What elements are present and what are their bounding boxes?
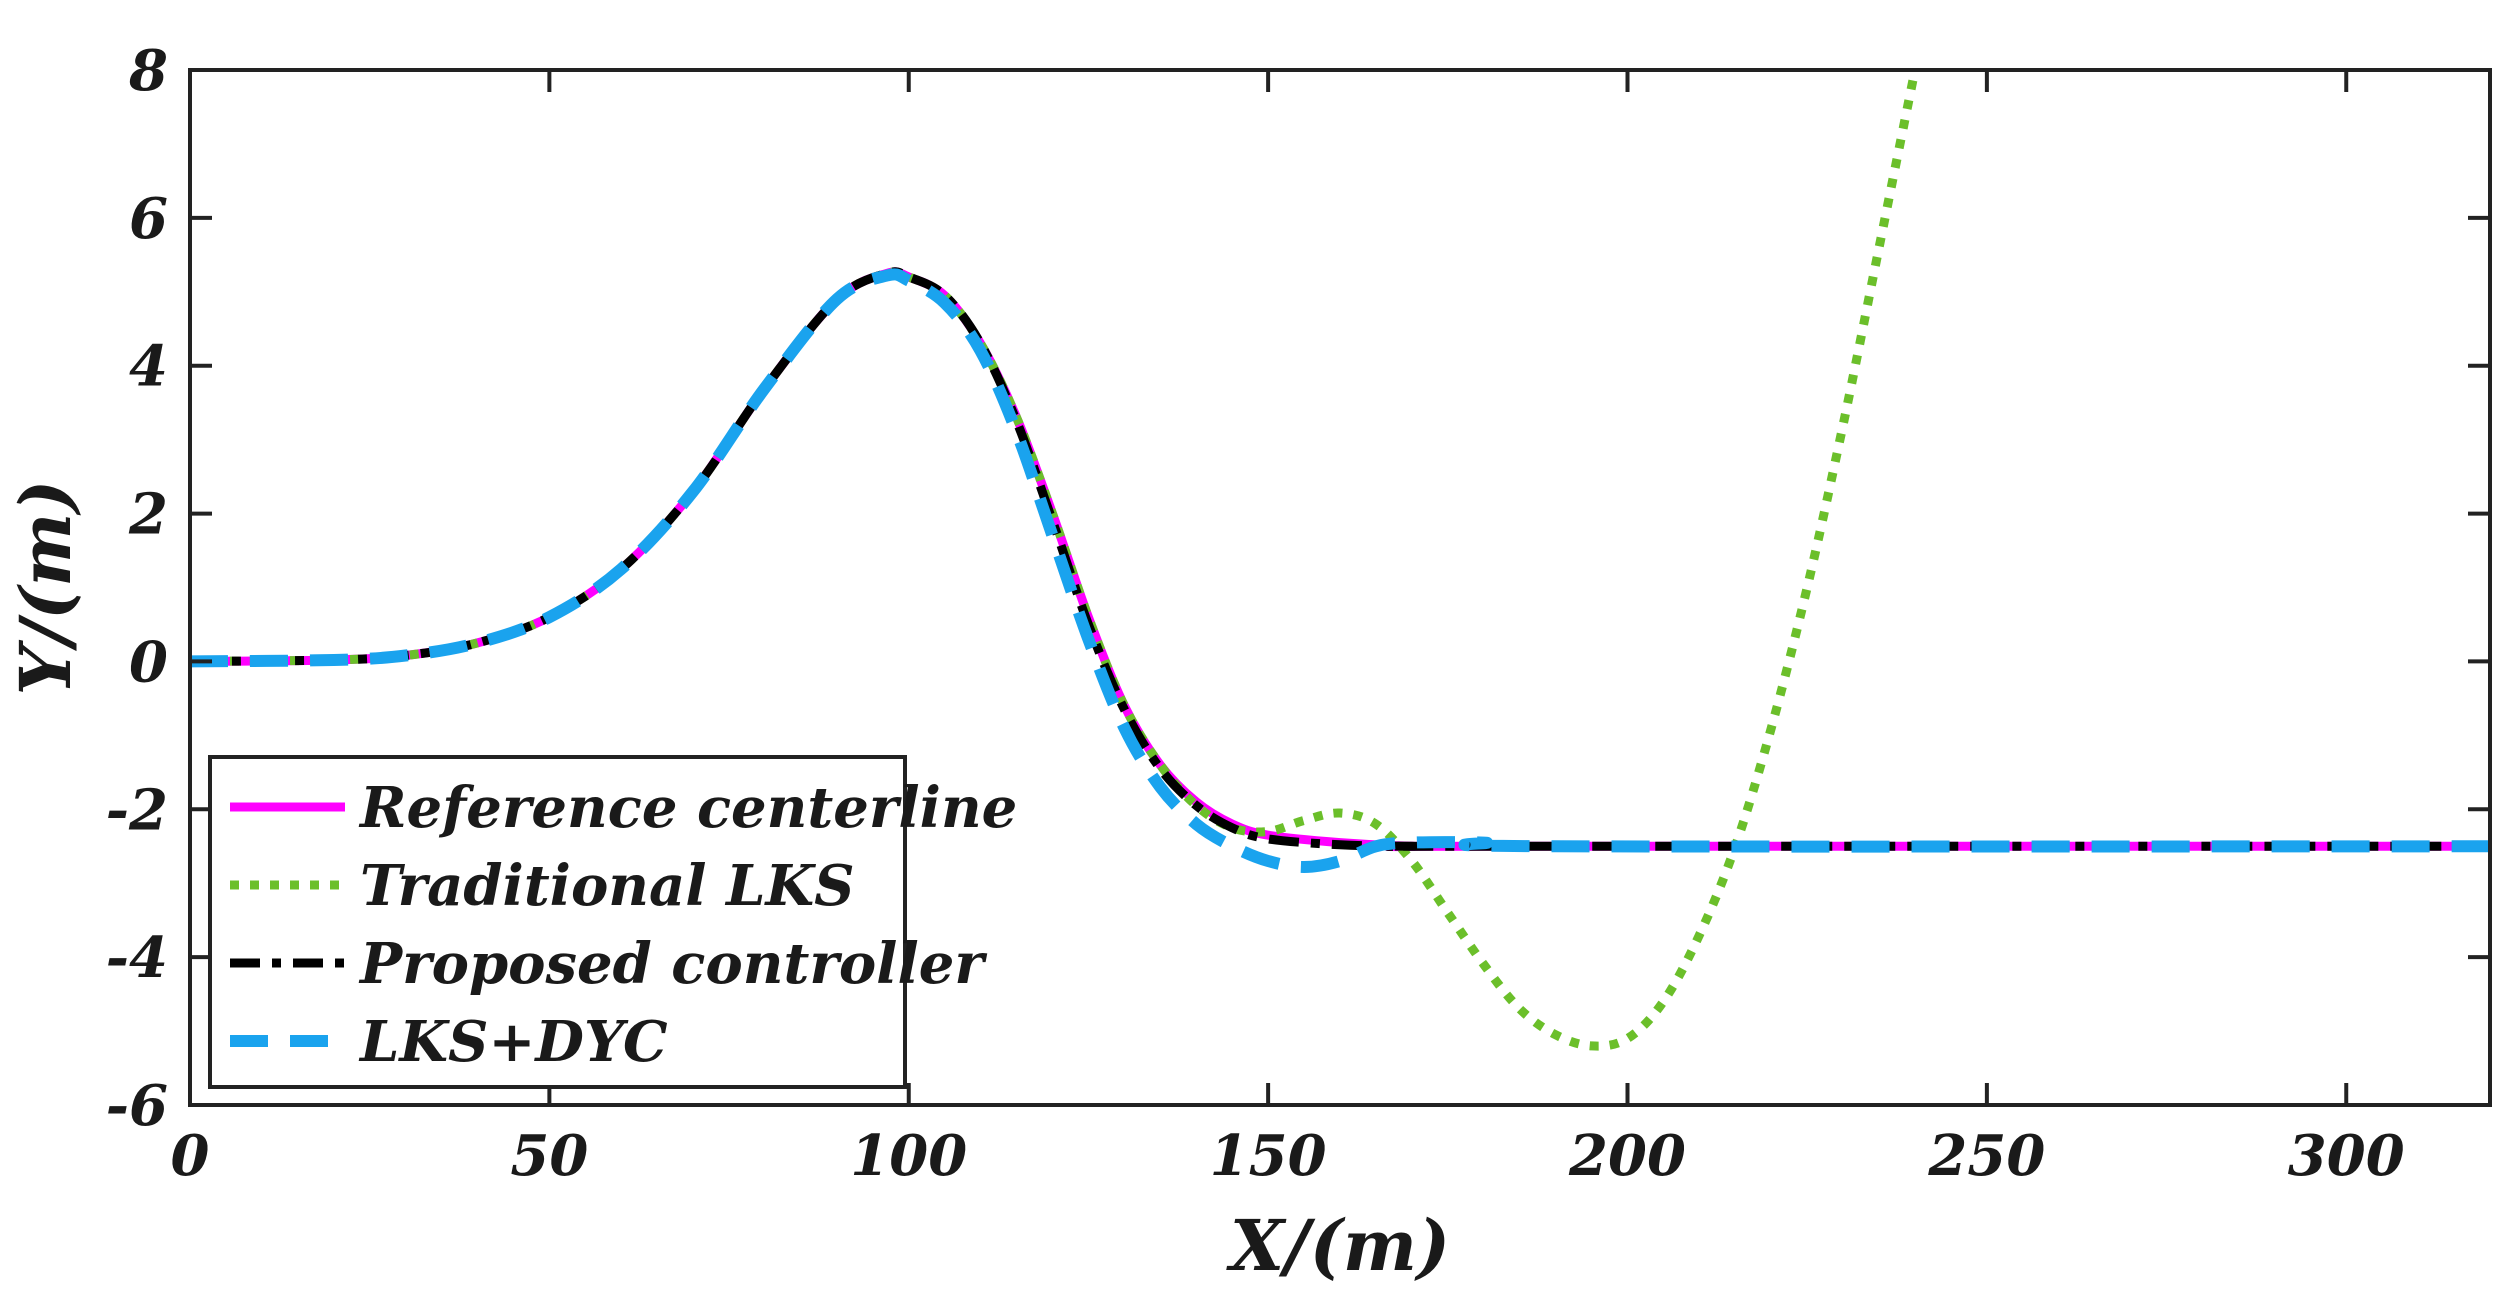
y-tick-label: 8 — [128, 38, 168, 104]
plot-frame — [188, 68, 2492, 1107]
x-tick-label: 150 — [1210, 1123, 1327, 1189]
x-tick-label: 200 — [1568, 1123, 1686, 1189]
tick-layer: 0 50 100 150 200 250 300 -6 -4 -2 0 2 4 6 8 — [106, 38, 2490, 1189]
legend: Reference centerline Traditional LKS Pro… — [208, 755, 1017, 1089]
legend-label: Traditional LKS — [360, 853, 855, 919]
legend-item-reference-centerline: Reference centerline — [230, 775, 1017, 841]
legend-box — [208, 755, 907, 1089]
y-tick-label: -6 — [106, 1073, 168, 1139]
series-layer — [190, 70, 2490, 1051]
x-axis-label: X/(m) — [1226, 1204, 1450, 1287]
legend-label: LKS+DYC — [358, 1009, 668, 1075]
x-tick-label: 50 — [510, 1123, 588, 1189]
legend-item-traditional-lks: Traditional LKS — [230, 853, 855, 919]
y-tick-label: 6 — [129, 186, 168, 252]
y-axis-label: Y/(m) — [4, 480, 87, 696]
legend-item-proposed-controller: Proposed controller — [230, 931, 987, 997]
x-tick-label: 300 — [2288, 1123, 2405, 1189]
y-tick-label: -2 — [106, 777, 168, 843]
x-tick-label: 0 — [171, 1123, 210, 1189]
legend-label: Reference centerline — [358, 775, 1017, 841]
y-tick-label: 4 — [129, 334, 168, 400]
y-tick-label: -4 — [106, 925, 168, 991]
legend-label: Proposed controller — [358, 931, 987, 997]
x-tick-label: 100 — [850, 1123, 967, 1189]
legend-item-lks-dyc: LKS+DYC — [230, 1009, 668, 1075]
y-tick-label: 0 — [129, 629, 168, 695]
y-tick-label: 2 — [128, 482, 168, 548]
series-line-3 — [190, 268, 2490, 874]
x-tick-label: 250 — [1927, 1123, 2045, 1189]
